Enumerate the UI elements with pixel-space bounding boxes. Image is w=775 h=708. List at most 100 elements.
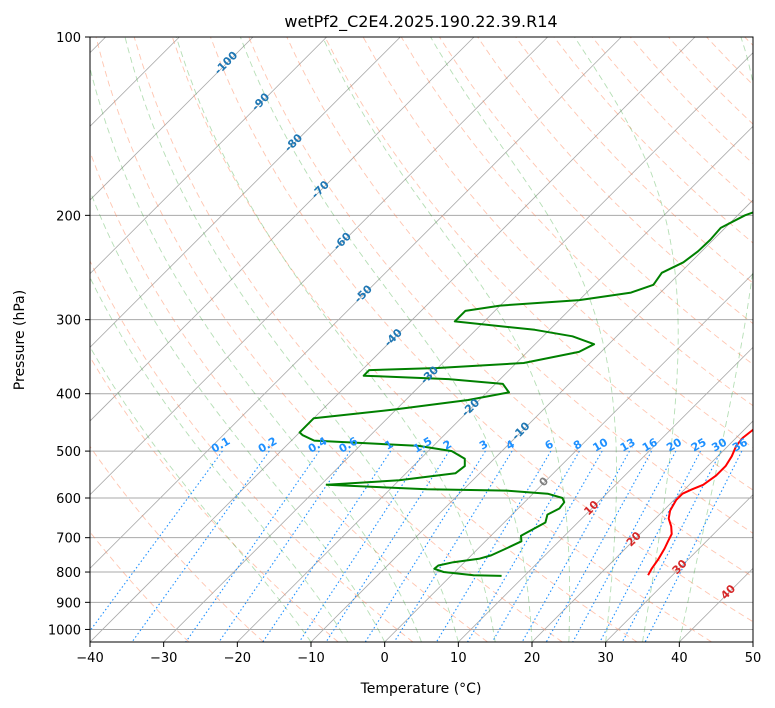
mixing-ratio-label: 1.5 <box>411 435 434 456</box>
moist-adiabat <box>90 190 386 642</box>
moist-adiabat <box>90 66 422 642</box>
isotherm-line <box>90 37 254 201</box>
y-tick-label: 400 <box>56 388 81 403</box>
dry-adiabat <box>90 259 414 642</box>
mixing-ratio-layer <box>90 450 743 642</box>
mixing-ratio-line <box>218 450 351 642</box>
mixing-ratio-line <box>185 450 320 642</box>
mixing-ratio-label: 30 <box>709 435 729 454</box>
moist-adiabat <box>239 37 533 642</box>
mixing-ratio-label: 16 <box>640 435 660 454</box>
mixing-ratio-label: 25 <box>689 436 709 455</box>
isotherm-label: 20 <box>624 529 644 549</box>
mixing-ratio-label: 3 <box>477 438 490 453</box>
isotherm-label: -60 <box>331 230 354 253</box>
grid-layer <box>90 37 753 642</box>
mixing-ratio-line <box>262 450 392 642</box>
mixing-ratio-label: 10 <box>591 435 611 454</box>
x-tick-label: 30 <box>597 651 614 666</box>
series-layer <box>298 211 753 577</box>
dry-adiabat <box>439 37 753 365</box>
isotherm-label: 0 <box>537 474 552 489</box>
isotherm-line <box>90 37 548 496</box>
dry-adiabat <box>324 37 753 491</box>
isotherm-line <box>531 420 753 642</box>
isotherm-label: 10 <box>581 498 601 518</box>
mixing-ratio-line <box>521 450 630 642</box>
y-tick-label: 200 <box>56 209 81 224</box>
dry-adiabat <box>591 37 753 204</box>
mixing-ratio-line <box>572 450 677 642</box>
x-tick-label: 20 <box>524 651 541 666</box>
dry-adiabat <box>515 37 753 284</box>
y-tick-label: 600 <box>56 492 81 507</box>
x-tick-label: −10 <box>297 651 324 666</box>
isotherm-label: -20 <box>459 396 482 419</box>
dry-adiabat <box>248 37 753 578</box>
mixing-ratio-line <box>599 450 702 642</box>
mixing-ratio-label: 8 <box>571 438 584 453</box>
y-axis-ticks: 100 200 300 400 500 600 700 800 900 1000 <box>48 31 90 638</box>
dry-adiabat <box>95 37 563 642</box>
chart-title: wetPf2_C2E4.2025.190.22.39.R14 <box>284 12 557 32</box>
moist-adiabat <box>430 37 617 642</box>
isotherm-line <box>90 37 696 642</box>
x-tick-label: 40 <box>671 651 688 666</box>
dry-adiabat <box>553 37 753 244</box>
x-tick-label: −20 <box>224 651 251 666</box>
isotherm-label: -90 <box>249 90 272 113</box>
y-tick-label: 700 <box>56 532 81 547</box>
temperature-profile <box>647 427 753 576</box>
y-tick-label: 100 <box>56 31 81 46</box>
dry-adiabat <box>210 37 753 623</box>
y-tick-label: 900 <box>56 596 81 611</box>
x-axis-ticks: −40 −30 −20 −10 0 10 20 30 40 50 <box>76 642 761 666</box>
dry-adiabat <box>171 37 712 642</box>
isotherm-label: 40 <box>718 582 738 602</box>
isotherm-line <box>679 567 753 642</box>
isotherm-label: -10 <box>509 419 532 442</box>
mixing-ratio-line <box>131 450 270 642</box>
moist-adiabat <box>90 345 312 642</box>
isotherm-label: -50 <box>352 282 375 305</box>
dry-adiabat <box>744 37 753 47</box>
isotherm-line <box>90 37 475 422</box>
dry-adiabat <box>90 445 264 642</box>
mixing-ratio-line <box>364 450 486 642</box>
mixing-ratio-line <box>393 450 513 642</box>
isotherm-line <box>163 52 753 642</box>
mixing-ratio-line <box>435 450 552 642</box>
moist-adiabat <box>678 37 753 642</box>
y-tick-label: 500 <box>56 445 81 460</box>
x-tick-label: −30 <box>150 651 177 666</box>
isotherm-line <box>752 641 753 642</box>
moist-adiabat <box>124 37 459 642</box>
isotherm-line <box>310 199 753 642</box>
dry-adiabat <box>706 37 753 86</box>
mixing-ratio-line <box>644 450 743 642</box>
isotherm-line <box>90 37 622 569</box>
moist-adiabat <box>90 276 349 642</box>
moist-adiabat <box>322 37 571 642</box>
isotherm-line <box>458 346 753 642</box>
y-tick-label: 800 <box>56 566 81 581</box>
dry-adiabat <box>90 531 190 642</box>
plot-frame <box>89 36 754 643</box>
isotherm-label: -100 <box>212 48 241 77</box>
isotherm-line <box>605 494 753 642</box>
x-tick-label: 50 <box>745 651 762 666</box>
isotherm-line <box>90 37 401 348</box>
isotherm-line <box>237 125 753 642</box>
x-axis-label: Temperature (°C) <box>360 681 482 697</box>
dry-adiabat <box>133 37 638 642</box>
mixing-ratio-label: 0.6 <box>337 434 361 455</box>
dry-adiabat <box>668 37 753 125</box>
mixing-ratio-label: 0.1 <box>209 435 232 456</box>
y-axis-label: Pressure (hPa) <box>12 290 28 390</box>
x-tick-label: −40 <box>76 651 103 666</box>
dry-adiabat <box>90 356 339 642</box>
mixing-ratio-line <box>467 450 580 642</box>
x-tick-label: 0 <box>381 651 389 666</box>
mixing-ratio-line <box>491 450 603 642</box>
